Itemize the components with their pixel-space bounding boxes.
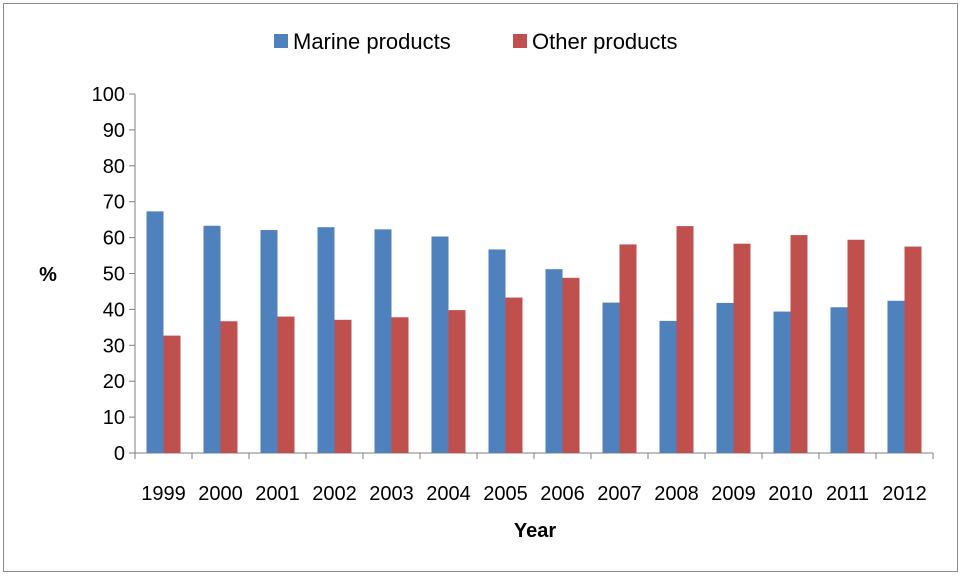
bar-other-2004 bbox=[448, 310, 466, 453]
legend: Marine products Other products bbox=[274, 29, 678, 54]
legend-label: Marine products bbox=[293, 29, 451, 54]
x-tick-label: 2003 bbox=[369, 483, 414, 505]
bar-other-2009 bbox=[733, 243, 751, 453]
bar-marine-2011 bbox=[830, 307, 848, 453]
bar-other-2003 bbox=[391, 317, 409, 453]
bar-marine-2010 bbox=[773, 311, 791, 453]
legend-label: Other products bbox=[532, 29, 678, 54]
y-tick-label: 80 bbox=[103, 156, 125, 178]
y-tick-label: 30 bbox=[103, 335, 125, 357]
x-tick-label: 2007 bbox=[597, 483, 642, 505]
x-tick-label: 2001 bbox=[255, 483, 300, 505]
bar-other-2000 bbox=[220, 321, 238, 453]
y-tick-label: 90 bbox=[103, 120, 125, 142]
bar-marine-2009 bbox=[716, 302, 734, 453]
bar-other-2011 bbox=[847, 239, 865, 453]
bar-other-2006 bbox=[562, 277, 580, 453]
bar-marine-2006 bbox=[545, 269, 563, 453]
x-tick-label: 2002 bbox=[312, 483, 357, 505]
bar-marine-1999 bbox=[146, 211, 164, 453]
bar-marine-2005 bbox=[488, 249, 506, 453]
y-tick-label: 50 bbox=[103, 264, 125, 286]
y-tick-label: 70 bbox=[103, 192, 125, 214]
x-tick-label: 2009 bbox=[711, 483, 756, 505]
bar-marine-2000 bbox=[203, 225, 221, 453]
y-tick-label: 100 bbox=[92, 84, 125, 106]
x-tick-label: 2011 bbox=[826, 483, 869, 505]
x-tick-label: 2012 bbox=[882, 483, 927, 505]
bar-marine-2003 bbox=[374, 229, 392, 453]
bar-marine-2008 bbox=[659, 320, 677, 453]
bar-other-1999 bbox=[163, 335, 181, 453]
legend-swatch bbox=[513, 34, 527, 48]
bar-other-2008 bbox=[676, 226, 694, 453]
x-tick-label: 1999 bbox=[141, 483, 186, 505]
bar-other-2010 bbox=[790, 235, 808, 453]
bar-other-2012 bbox=[904, 246, 922, 453]
x-tick-label: 2005 bbox=[483, 483, 528, 505]
y-tick-label: 40 bbox=[103, 299, 125, 321]
bar-other-2002 bbox=[334, 319, 352, 453]
y-tick-label: 0 bbox=[114, 443, 125, 465]
x-tick-label: 2010 bbox=[768, 483, 813, 505]
bar-other-2005 bbox=[505, 297, 523, 453]
x-axis-title: Year bbox=[514, 520, 556, 542]
bar-marine-2004 bbox=[431, 236, 449, 453]
x-tick-label: 2008 bbox=[654, 483, 699, 505]
y-tick-label: 20 bbox=[103, 371, 125, 393]
x-tick-label: 2004 bbox=[426, 483, 471, 505]
bar-other-2007 bbox=[619, 244, 637, 453]
bar-marine-2012 bbox=[887, 300, 905, 453]
y-axis-title: % bbox=[39, 264, 57, 286]
bar-marine-2007 bbox=[602, 302, 620, 453]
x-tick-label: 2006 bbox=[540, 483, 585, 505]
bars bbox=[146, 211, 922, 453]
legend-swatch bbox=[274, 34, 288, 48]
bar-marine-2002 bbox=[317, 227, 335, 453]
bar-other-2001 bbox=[277, 316, 295, 453]
x-tick-label: 2000 bbox=[198, 483, 243, 505]
y-tick-label: 10 bbox=[103, 407, 125, 429]
bar-marine-2001 bbox=[260, 230, 278, 453]
y-axis: 0 10 20 30 40 50 60 70 80 90 100 bbox=[92, 84, 136, 465]
x-axis: 1999 2000 2001 2002 2003 2004 2005 2006 2007 2008… bbox=[134, 452, 934, 505]
y-tick-label: 60 bbox=[103, 228, 125, 250]
